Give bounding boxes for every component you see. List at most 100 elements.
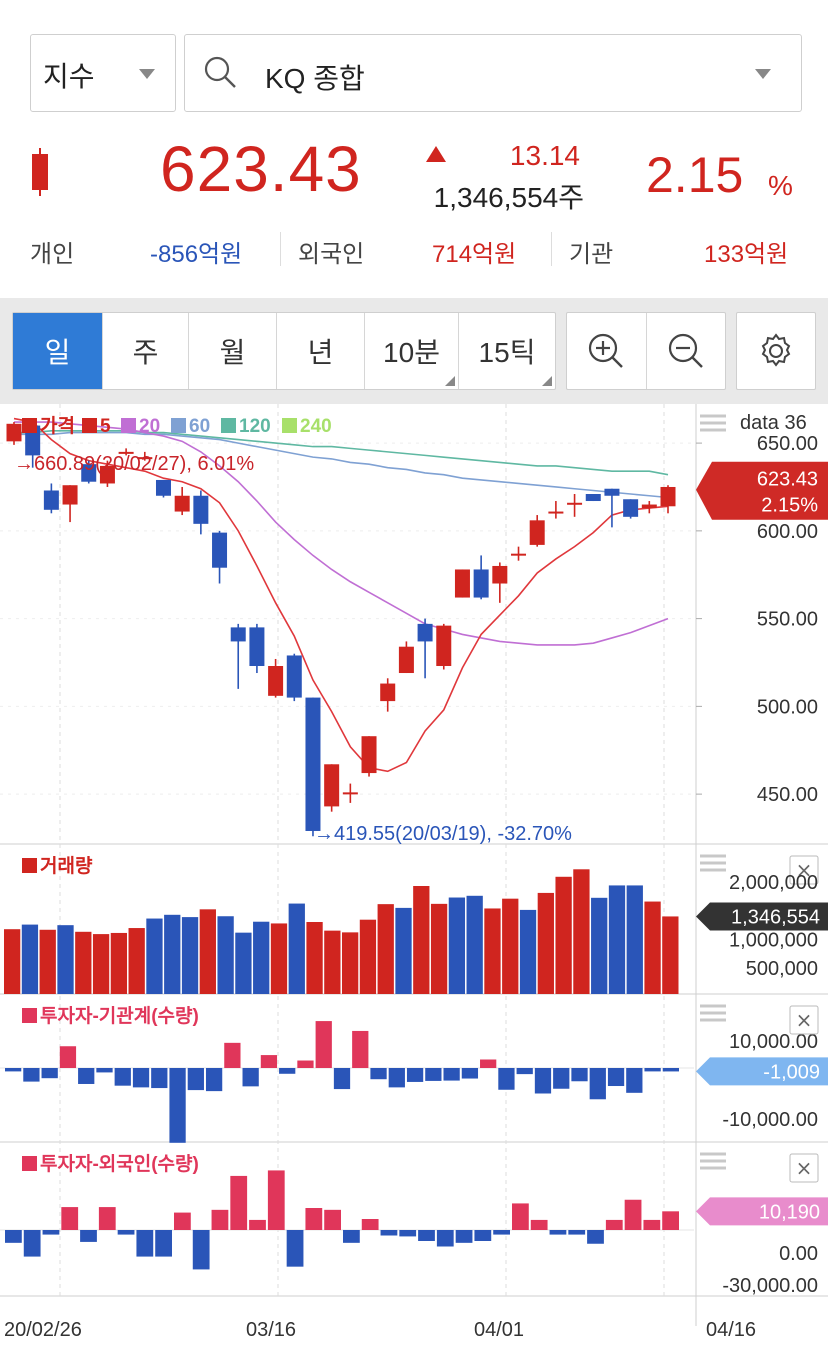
tab-month[interactable]: 월 [189, 313, 277, 389]
volume-bar [181, 917, 199, 994]
investor-bar [587, 1230, 604, 1244]
investor-bar [534, 1068, 552, 1094]
investor-bar [23, 1068, 40, 1082]
chart-background [0, 404, 828, 1354]
investor-bar [155, 1230, 172, 1257]
volume-bar [608, 885, 626, 994]
candle-body [193, 495, 209, 524]
zoom-in-button[interactable] [567, 313, 647, 389]
legend-swatch [82, 418, 97, 433]
chevron-down-icon[interactable] [755, 69, 771, 79]
symbol-search-input[interactable]: KQ 종합 [184, 34, 802, 112]
tab-label: 15틱 [478, 337, 536, 368]
chart-area[interactable]: 가격 5 20 60 120 240 →660.89(20/02/27), 6.01% →41… [0, 404, 828, 1354]
candle-up-icon [32, 148, 48, 196]
current-pct-label: 2.15% [761, 495, 818, 517]
volume-bar [430, 903, 448, 994]
investor-bar [249, 1219, 266, 1230]
y-tick-label: 0.00 [779, 1243, 818, 1265]
tab-day[interactable]: 일 [13, 313, 103, 389]
investor-bar [436, 1230, 454, 1247]
y-tick-label: 2,000,000 [729, 872, 818, 894]
candle-body [155, 479, 171, 496]
candle-body [548, 511, 564, 514]
period-tabs: 일 주 월 년 10분 15틱 [12, 312, 556, 390]
tab-week[interactable]: 주 [103, 313, 189, 389]
investor-value-individual: -856억원 [150, 241, 243, 268]
chart-canvas[interactable]: 가격 5 20 60 120 240 →660.89(20/02/27), 6.01% →41… [0, 404, 828, 1354]
ma5-line [13, 417, 669, 773]
investor-bar [644, 1068, 661, 1072]
y-tick-label: 10,000.00 [729, 1031, 818, 1053]
close-icon-glyph: × [796, 858, 813, 882]
divider [280, 232, 281, 266]
legend-swatch [22, 1156, 37, 1171]
investor-value-foreign: 714억원 [432, 241, 517, 268]
volume-bar [555, 876, 572, 994]
investor-bar [474, 1230, 492, 1241]
investor-bar [399, 1230, 417, 1237]
investor-bar [361, 1219, 379, 1230]
volume-panel: 거래량 [4, 855, 679, 994]
chevron-down-icon [139, 69, 155, 79]
investor-bar [192, 1230, 210, 1270]
volume-bar [466, 895, 483, 994]
investor-bar [279, 1068, 296, 1074]
market-type-label: 지수 [43, 61, 95, 92]
close-icon [789, 1153, 819, 1183]
investor-tag [696, 1197, 828, 1226]
investor-bar [98, 1207, 116, 1230]
tab-label: 주 [132, 337, 159, 368]
investor-bar [187, 1068, 204, 1091]
institution-panel: 투자자-기관계(수량) [0, 1005, 694, 1143]
tab-year[interactable]: 년 [277, 313, 365, 389]
volume-bar [4, 929, 21, 994]
tab-10min[interactable]: 10분 [365, 313, 459, 389]
investor-bar [455, 1230, 473, 1243]
volume-bar [57, 925, 74, 994]
close-icon [789, 1005, 819, 1035]
candle-body [249, 627, 265, 666]
candle-body [268, 666, 284, 696]
volume-tag [696, 902, 828, 931]
investor-bar [607, 1068, 625, 1087]
change-percent-sign: % [768, 170, 793, 201]
volume-bar [75, 931, 92, 994]
investor-bar [530, 1219, 548, 1230]
investor-bar [305, 1208, 323, 1230]
candle-body [585, 494, 601, 502]
investor-bar [571, 1068, 588, 1082]
investor-bar [78, 1068, 95, 1084]
investor-bar [267, 1170, 285, 1230]
market-type-select[interactable]: 지수 [30, 34, 176, 112]
investor-bar [406, 1068, 424, 1082]
volume-bar [146, 918, 163, 994]
investor-bar [480, 1059, 497, 1068]
tab-label: 년 [307, 337, 334, 368]
volume-bar [537, 892, 554, 994]
candle-body [137, 457, 153, 460]
investor-bar [5, 1230, 22, 1243]
volume-bar [288, 903, 305, 994]
panel-title: 투자자-외국인(수량) [40, 1153, 199, 1175]
investor-bar [605, 1219, 623, 1230]
panel-title: 투자자-기관계(수량) [40, 1005, 199, 1027]
investor-bar [388, 1068, 405, 1088]
panel-title: 거래량 [40, 855, 93, 877]
chart-toolbar: 일 주 월 년 10분 15틱 [0, 298, 828, 404]
investor-bar [230, 1175, 248, 1230]
legend-label: 20 [139, 416, 160, 437]
tab-15tick[interactable]: 15틱 [459, 313, 555, 389]
volume-bar [626, 885, 643, 994]
legend-swatch [171, 418, 186, 433]
candle-body [286, 655, 302, 698]
legend-swatch [22, 858, 37, 873]
settings-button[interactable] [736, 312, 816, 390]
zoom-out-button[interactable] [647, 313, 726, 389]
legend-label: 5 [100, 416, 111, 437]
corner-triangle-icon [445, 376, 455, 386]
volume-bar [110, 932, 128, 994]
candle-body [417, 623, 433, 642]
data-count-label: data 36 [740, 412, 807, 434]
investor-bar [568, 1230, 586, 1235]
